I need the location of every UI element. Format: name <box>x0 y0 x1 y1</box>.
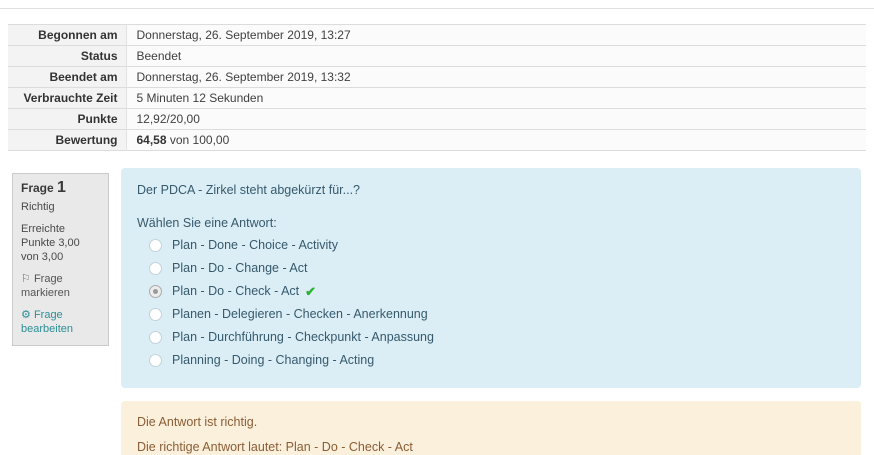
question-points: Erreichte Punkte 3,00 von 3,00 <box>21 223 80 263</box>
question-block: Frage 1 Richtig Erreichte Punkte 3,00 vo… <box>12 168 862 455</box>
flag-question-label: Frage markieren <box>21 273 70 299</box>
answer-option[interactable]: Planen - Delegieren - Checken - Anerkenn… <box>149 303 845 326</box>
radio-button-icon[interactable] <box>149 262 162 275</box>
answer-option-selected[interactable]: Plan - Do - Check - Act ✔ <box>149 280 845 303</box>
grade-value: 64,58 <box>136 133 167 147</box>
table-row: Verbrauchte Zeit 5 Minuten 12 Sekunden <box>8 87 866 109</box>
answer-prompt: Wählen Sie eine Antwort: <box>137 216 277 230</box>
top-divider <box>0 8 874 9</box>
attempt-summary-table: Begonnen am Donnerstag, 26. September 20… <box>8 24 866 151</box>
question-content: Der PDCA - Zirkel steht abgekürzt für...… <box>121 168 861 388</box>
summary-label: Bewertung <box>8 129 127 151</box>
summary-label: Verbrauchte Zeit <box>8 87 127 109</box>
answer-option[interactable]: Plan - Do - Change - Act <box>149 257 845 280</box>
answer-option[interactable]: Plan - Done - Choice - Activity <box>149 234 845 257</box>
option-label: Plan - Durchführung - Checkpunkt - Anpas… <box>172 330 434 344</box>
summary-value: Donnerstag, 26. September 2019, 13:32 <box>126 66 866 88</box>
summary-label: Punkte <box>8 108 127 130</box>
question-info-box: Frage 1 Richtig Erreichte Punkte 3,00 vo… <box>12 173 109 346</box>
feedback-box: Die Antwort ist richtig. Die richtige An… <box>121 401 861 455</box>
flag-icon: ⚐ <box>21 273 31 285</box>
edit-question-link[interactable]: ⚙ Frage bearbeiten <box>21 308 100 336</box>
summary-value: Donnerstag, 26. September 2019, 13:27 <box>126 24 866 46</box>
table-row: Bewertung 64,58 von 100,00 <box>8 129 866 151</box>
summary-label: Begonnen am <box>8 24 127 46</box>
option-label: Planning - Doing - Changing - Acting <box>172 353 375 367</box>
summary-label: Status <box>8 45 127 67</box>
table-row: Begonnen am Donnerstag, 26. September 20… <box>8 24 866 46</box>
question-label: Frage <box>21 181 54 195</box>
grade-scale: von 100,00 <box>166 133 230 147</box>
table-row: Punkte 12,92/20,00 <box>8 108 866 130</box>
radio-button-icon[interactable] <box>149 354 162 367</box>
answer-option[interactable]: Planning - Doing - Changing - Acting <box>149 349 845 372</box>
option-label: Plan - Do - Check - Act <box>172 284 300 298</box>
table-row: Status Beendet <box>8 45 866 67</box>
summary-value: 5 Minuten 12 Sekunden <box>126 87 866 109</box>
question-number-value: 1 <box>57 179 66 196</box>
radio-button-selected-icon[interactable] <box>149 285 162 298</box>
option-label: Planen - Delegieren - Checken - Anerkenn… <box>172 307 428 321</box>
option-label: Plan - Done - Choice - Activity <box>172 238 339 252</box>
gear-icon: ⚙ <box>21 309 31 321</box>
summary-label: Beendet am <box>8 66 127 88</box>
summary-value: Beendet <box>126 45 866 67</box>
question-state: Richtig <box>21 201 55 213</box>
flag-question-link[interactable]: ⚐ Frage markieren <box>21 272 100 300</box>
summary-value: 64,58 von 100,00 <box>126 129 866 151</box>
radio-button-icon[interactable] <box>149 331 162 344</box>
question-number: Frage 1 <box>21 179 100 196</box>
question-text: Der PDCA - Zirkel steht abgekürzt für...… <box>137 183 360 197</box>
radio-button-icon[interactable] <box>149 308 162 321</box>
table-row: Beendet am Donnerstag, 26. September 201… <box>8 66 866 88</box>
answer-options: Plan - Done - Choice - Activity Plan - D… <box>137 234 845 372</box>
summary-value: 12,92/20,00 <box>126 108 866 130</box>
answer-option[interactable]: Plan - Durchführung - Checkpunkt - Anpas… <box>149 326 845 349</box>
edit-question-label[interactable]: Frage bearbeiten <box>21 309 73 335</box>
feedback-right-answer-text: Die richtige Antwort lautet: Plan - Do -… <box>137 440 413 454</box>
correct-check-icon: ✔ <box>305 284 317 299</box>
option-label: Plan - Do - Change - Act <box>172 261 308 275</box>
feedback-correct-text: Die Antwort ist richtig. <box>137 415 258 429</box>
radio-button-icon[interactable] <box>149 239 162 252</box>
